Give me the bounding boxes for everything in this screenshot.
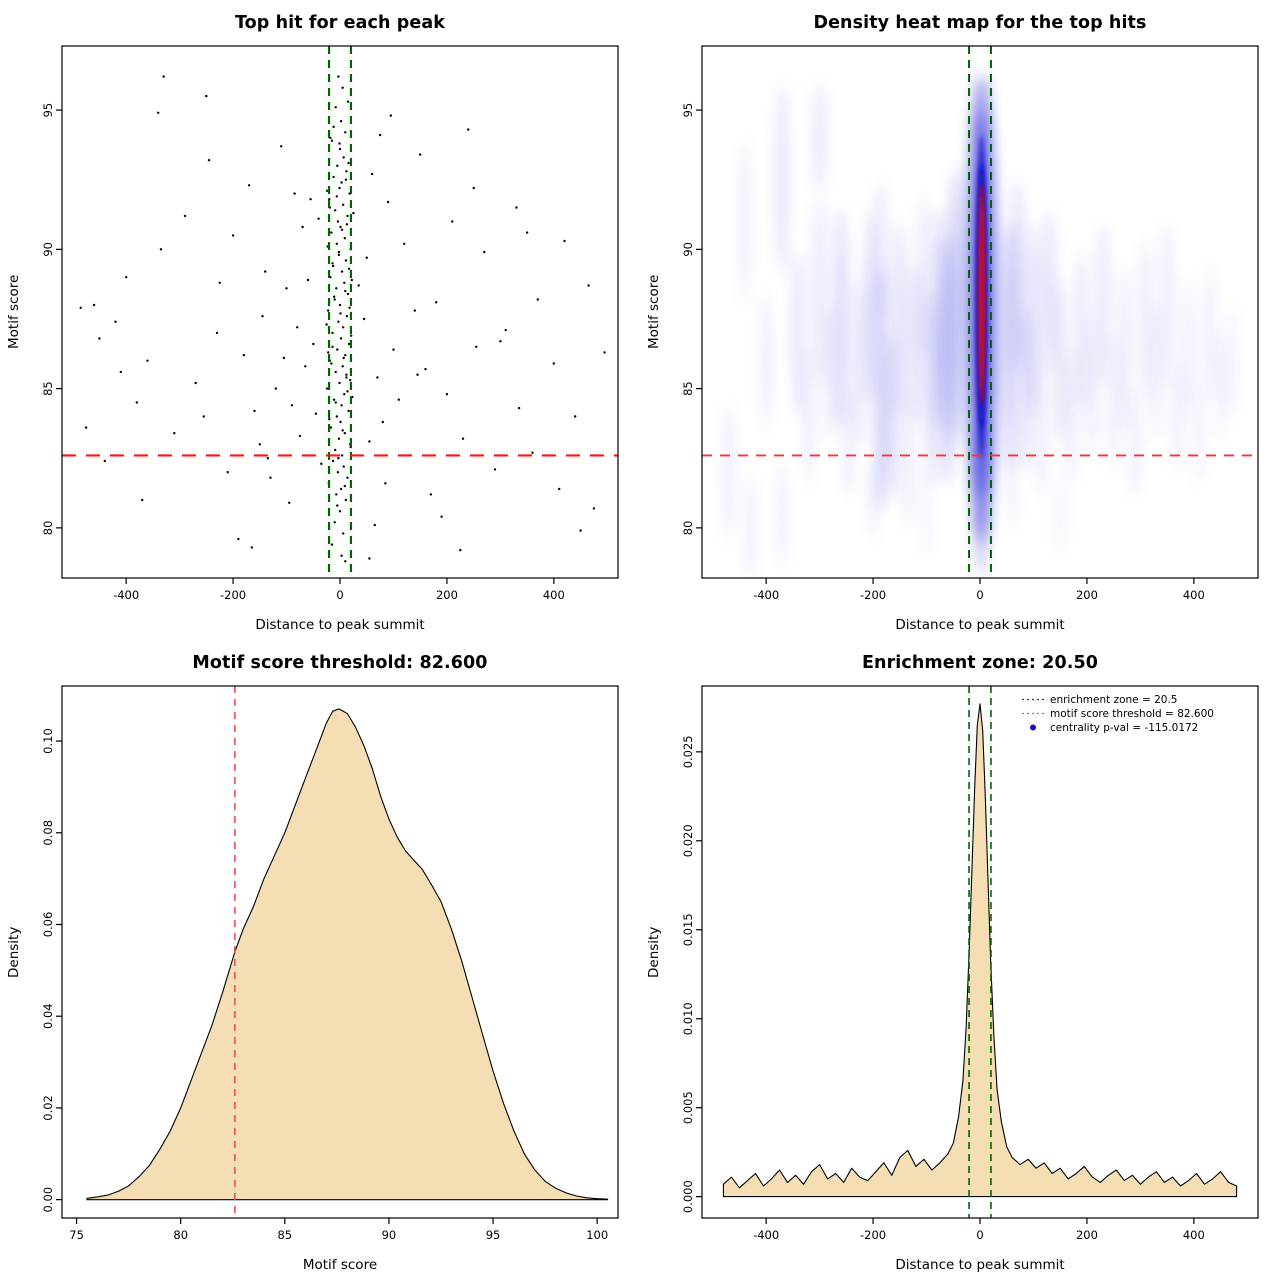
svg-text:95: 95 xyxy=(41,103,55,118)
svg-text:centrality p-val = -115.0172: centrality p-val = -115.0172 xyxy=(1050,722,1198,734)
svg-text:400: 400 xyxy=(1183,1228,1205,1242)
svg-text:0.020: 0.020 xyxy=(681,824,695,857)
svg-text:90: 90 xyxy=(382,1228,397,1242)
x-axis-label: Distance to peak summit xyxy=(895,1257,1065,1273)
svg-text:90: 90 xyxy=(681,242,695,257)
svg-text:0.025: 0.025 xyxy=(681,735,695,768)
svg-text:100: 100 xyxy=(586,1228,608,1242)
panel-top-hit-scatter: Top hit for each peak -400 -200 0 200 400 80 8… xyxy=(0,0,640,640)
svg-text:90: 90 xyxy=(41,242,55,257)
svg-text:200: 200 xyxy=(436,588,458,602)
svg-text:enrichment zone = 20.5: enrichment zone = 20.5 xyxy=(1050,694,1177,706)
svg-text:0.005: 0.005 xyxy=(681,1091,695,1124)
y-axis-label: Motif score xyxy=(646,274,662,350)
svg-text:0: 0 xyxy=(336,588,343,602)
panel-enrichment-zone-density: Enrichment zone: 20.50 -400 -200 0 200 400 0.… xyxy=(640,640,1280,1280)
svg-text:0: 0 xyxy=(976,588,983,602)
x-axis-label: Distance to peak summit xyxy=(895,617,1065,633)
y-axis-label: Density xyxy=(6,926,22,978)
svg-text:-200: -200 xyxy=(860,1228,886,1242)
svg-text:0.06: 0.06 xyxy=(41,912,55,938)
svg-text:80: 80 xyxy=(173,1228,188,1242)
svg-text:0.02: 0.02 xyxy=(41,1095,55,1121)
svg-text:400: 400 xyxy=(543,588,565,602)
svg-text:95: 95 xyxy=(486,1228,501,1242)
svg-text:-200: -200 xyxy=(220,588,246,602)
svg-text:400: 400 xyxy=(1183,588,1205,602)
chart-title: Top hit for each peak xyxy=(234,13,446,33)
chart-title: Density heat map for the top hits xyxy=(813,13,1147,33)
scatter-plot-canvas: -400 -200 0 200 400 80 85 90 95 xyxy=(41,45,619,602)
distance-density-plot-canvas: -400 -200 0 200 400 0.000 0.005 0.010 0.015 0.020… xyxy=(681,685,1259,1242)
x-axis-label: Distance to peak summit xyxy=(255,617,425,633)
y-axis-label: Motif score xyxy=(6,274,22,350)
y-axis-label: Density xyxy=(646,926,662,978)
svg-text:motif score threshold = 82.600: motif score threshold = 82.600 xyxy=(1050,708,1214,720)
svg-text:200: 200 xyxy=(1076,1228,1098,1242)
svg-text:0.10: 0.10 xyxy=(41,728,55,754)
svg-text:0.04: 0.04 xyxy=(41,1003,55,1029)
x-axis-label: Motif score xyxy=(302,1257,378,1273)
score-density-plot-canvas: 75 80 85 90 95 100 0.00 0.02 0.04 0.06 0.08 0.10 xyxy=(41,685,619,1242)
svg-text:-200: -200 xyxy=(860,588,886,602)
svg-text:0.00: 0.00 xyxy=(41,1187,55,1213)
heatmap-plot-canvas: -400 -200 0 200 400 80 85 90 95 xyxy=(681,45,1259,602)
chart-title: Enrichment zone: 20.50 xyxy=(861,653,1099,673)
svg-text:0.08: 0.08 xyxy=(41,820,55,846)
svg-text:-400: -400 xyxy=(113,588,139,602)
chart-title: Motif score threshold: 82.600 xyxy=(192,653,488,673)
svg-text:80: 80 xyxy=(681,521,695,536)
svg-text:75: 75 xyxy=(69,1228,84,1242)
svg-text:85: 85 xyxy=(41,381,55,396)
svg-text:0.000: 0.000 xyxy=(681,1180,695,1213)
svg-text:85: 85 xyxy=(681,381,695,396)
panel-motif-score-density: Motif score threshold: 82.600 75 80 85 90 95… xyxy=(0,640,640,1280)
svg-text:0.015: 0.015 xyxy=(681,913,695,946)
svg-text:80: 80 xyxy=(41,521,55,536)
svg-text:0: 0 xyxy=(976,1228,983,1242)
panel-density-heatmap: Density heat map for the top hits -400 -2… xyxy=(640,0,1280,640)
svg-text:-400: -400 xyxy=(753,588,779,602)
svg-text:0.010: 0.010 xyxy=(681,1002,695,1035)
svg-text:85: 85 xyxy=(277,1228,292,1242)
svg-text:95: 95 xyxy=(681,103,695,118)
svg-text:200: 200 xyxy=(1076,588,1098,602)
svg-text:-400: -400 xyxy=(753,1228,779,1242)
